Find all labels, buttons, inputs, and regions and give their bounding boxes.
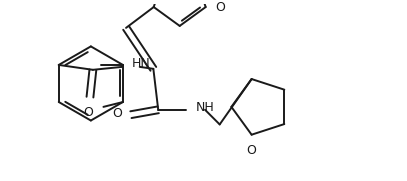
Text: O: O (247, 144, 256, 157)
Text: O: O (83, 106, 93, 119)
Text: NH: NH (195, 101, 214, 114)
Text: O: O (112, 107, 122, 120)
Text: O: O (215, 1, 225, 14)
Text: HN: HN (132, 57, 151, 70)
